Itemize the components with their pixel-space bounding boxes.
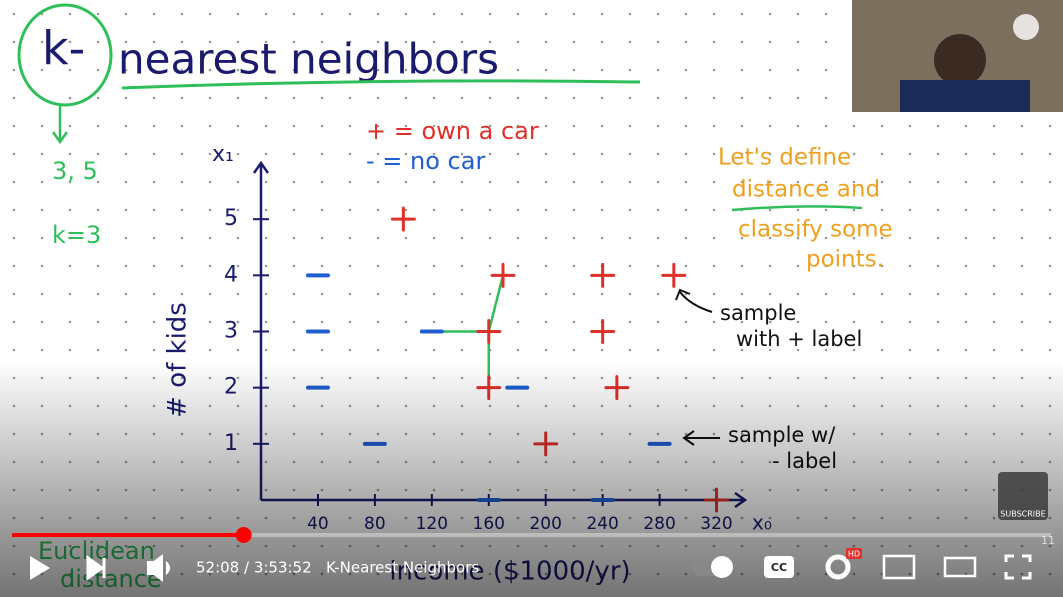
- y-tick-label: 4: [224, 262, 238, 287]
- plus-point: [476, 319, 502, 344]
- neighbor-link: [487, 275, 505, 332]
- annotation: sample: [720, 301, 796, 325]
- y-tick-label: 3: [224, 319, 238, 344]
- badge: 11: [1041, 534, 1055, 547]
- controls-shade: [0, 360, 1063, 597]
- hd-text: HD: [848, 550, 860, 559]
- y-tick-label: 5: [224, 206, 238, 231]
- cc-button[interactable]: [764, 556, 794, 578]
- note: 3, 5: [52, 157, 98, 185]
- circle: [17, 3, 113, 107]
- subscribe-text: SUBSCRIBE: [1000, 510, 1045, 519]
- progress-played: [12, 533, 244, 537]
- plus-point: [590, 319, 616, 344]
- hd-badge: [846, 548, 862, 559]
- progress-scrubber[interactable]: [235, 527, 252, 543]
- time: 52:08 / 3:53:52: [196, 559, 312, 577]
- prompt: classify some: [738, 217, 893, 243]
- title: nearest neighbors: [118, 35, 499, 84]
- underline: [121, 79, 641, 90]
- underline: [731, 205, 863, 212]
- webcam-person: [900, 80, 1030, 112]
- progress-track[interactable]: [12, 533, 1051, 537]
- subscribe-badge[interactable]: [998, 472, 1048, 520]
- plus-point: [590, 262, 616, 288]
- plus-point: [390, 206, 416, 232]
- prompt: distance and: [732, 177, 880, 203]
- theater-button[interactable]: [943, 556, 977, 578]
- note: k=3: [52, 221, 101, 249]
- arrow: [51, 105, 69, 145]
- miniplayer-button[interactable]: [882, 554, 916, 580]
- volume-button[interactable]: [147, 554, 170, 582]
- legend-entry: - = no car: [366, 147, 485, 175]
- next-button[interactable]: [86, 555, 106, 581]
- prompt: points.: [806, 247, 884, 273]
- title-k: k-: [42, 22, 85, 76]
- settings-button[interactable]: [825, 554, 851, 580]
- webcam-person: [934, 34, 986, 86]
- chapter[interactable]: K-Nearest Neighbors: [326, 559, 479, 577]
- annotation: with + label: [736, 327, 862, 351]
- plus-point: [661, 262, 687, 288]
- fullscreen-button[interactable]: [1004, 554, 1032, 580]
- autoplay-knob[interactable]: [711, 556, 733, 578]
- play-button[interactable]: [30, 556, 50, 580]
- arrow: [675, 288, 713, 313]
- cc-text: CC: [771, 561, 787, 574]
- info-button[interactable]: [1013, 14, 1039, 40]
- controls: 52:08 / 3:53:52 K-Nearest Neighbors CC H…: [12, 527, 1051, 582]
- legend-entry: + = own a car: [366, 117, 539, 145]
- plus-point: [490, 262, 516, 288]
- y-axis-name: x₁: [212, 142, 234, 167]
- prompt: Let's define: [718, 145, 851, 171]
